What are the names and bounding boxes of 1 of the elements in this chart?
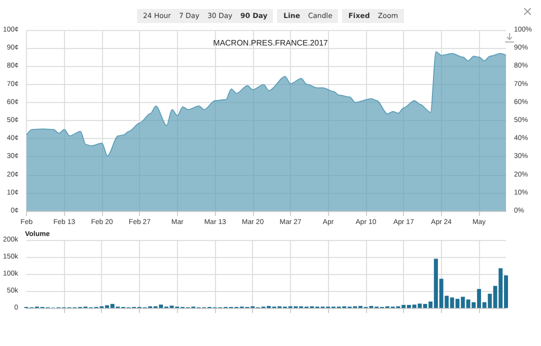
text: MACRON.PRES.FRANCE.2017	[213, 38, 328, 48]
